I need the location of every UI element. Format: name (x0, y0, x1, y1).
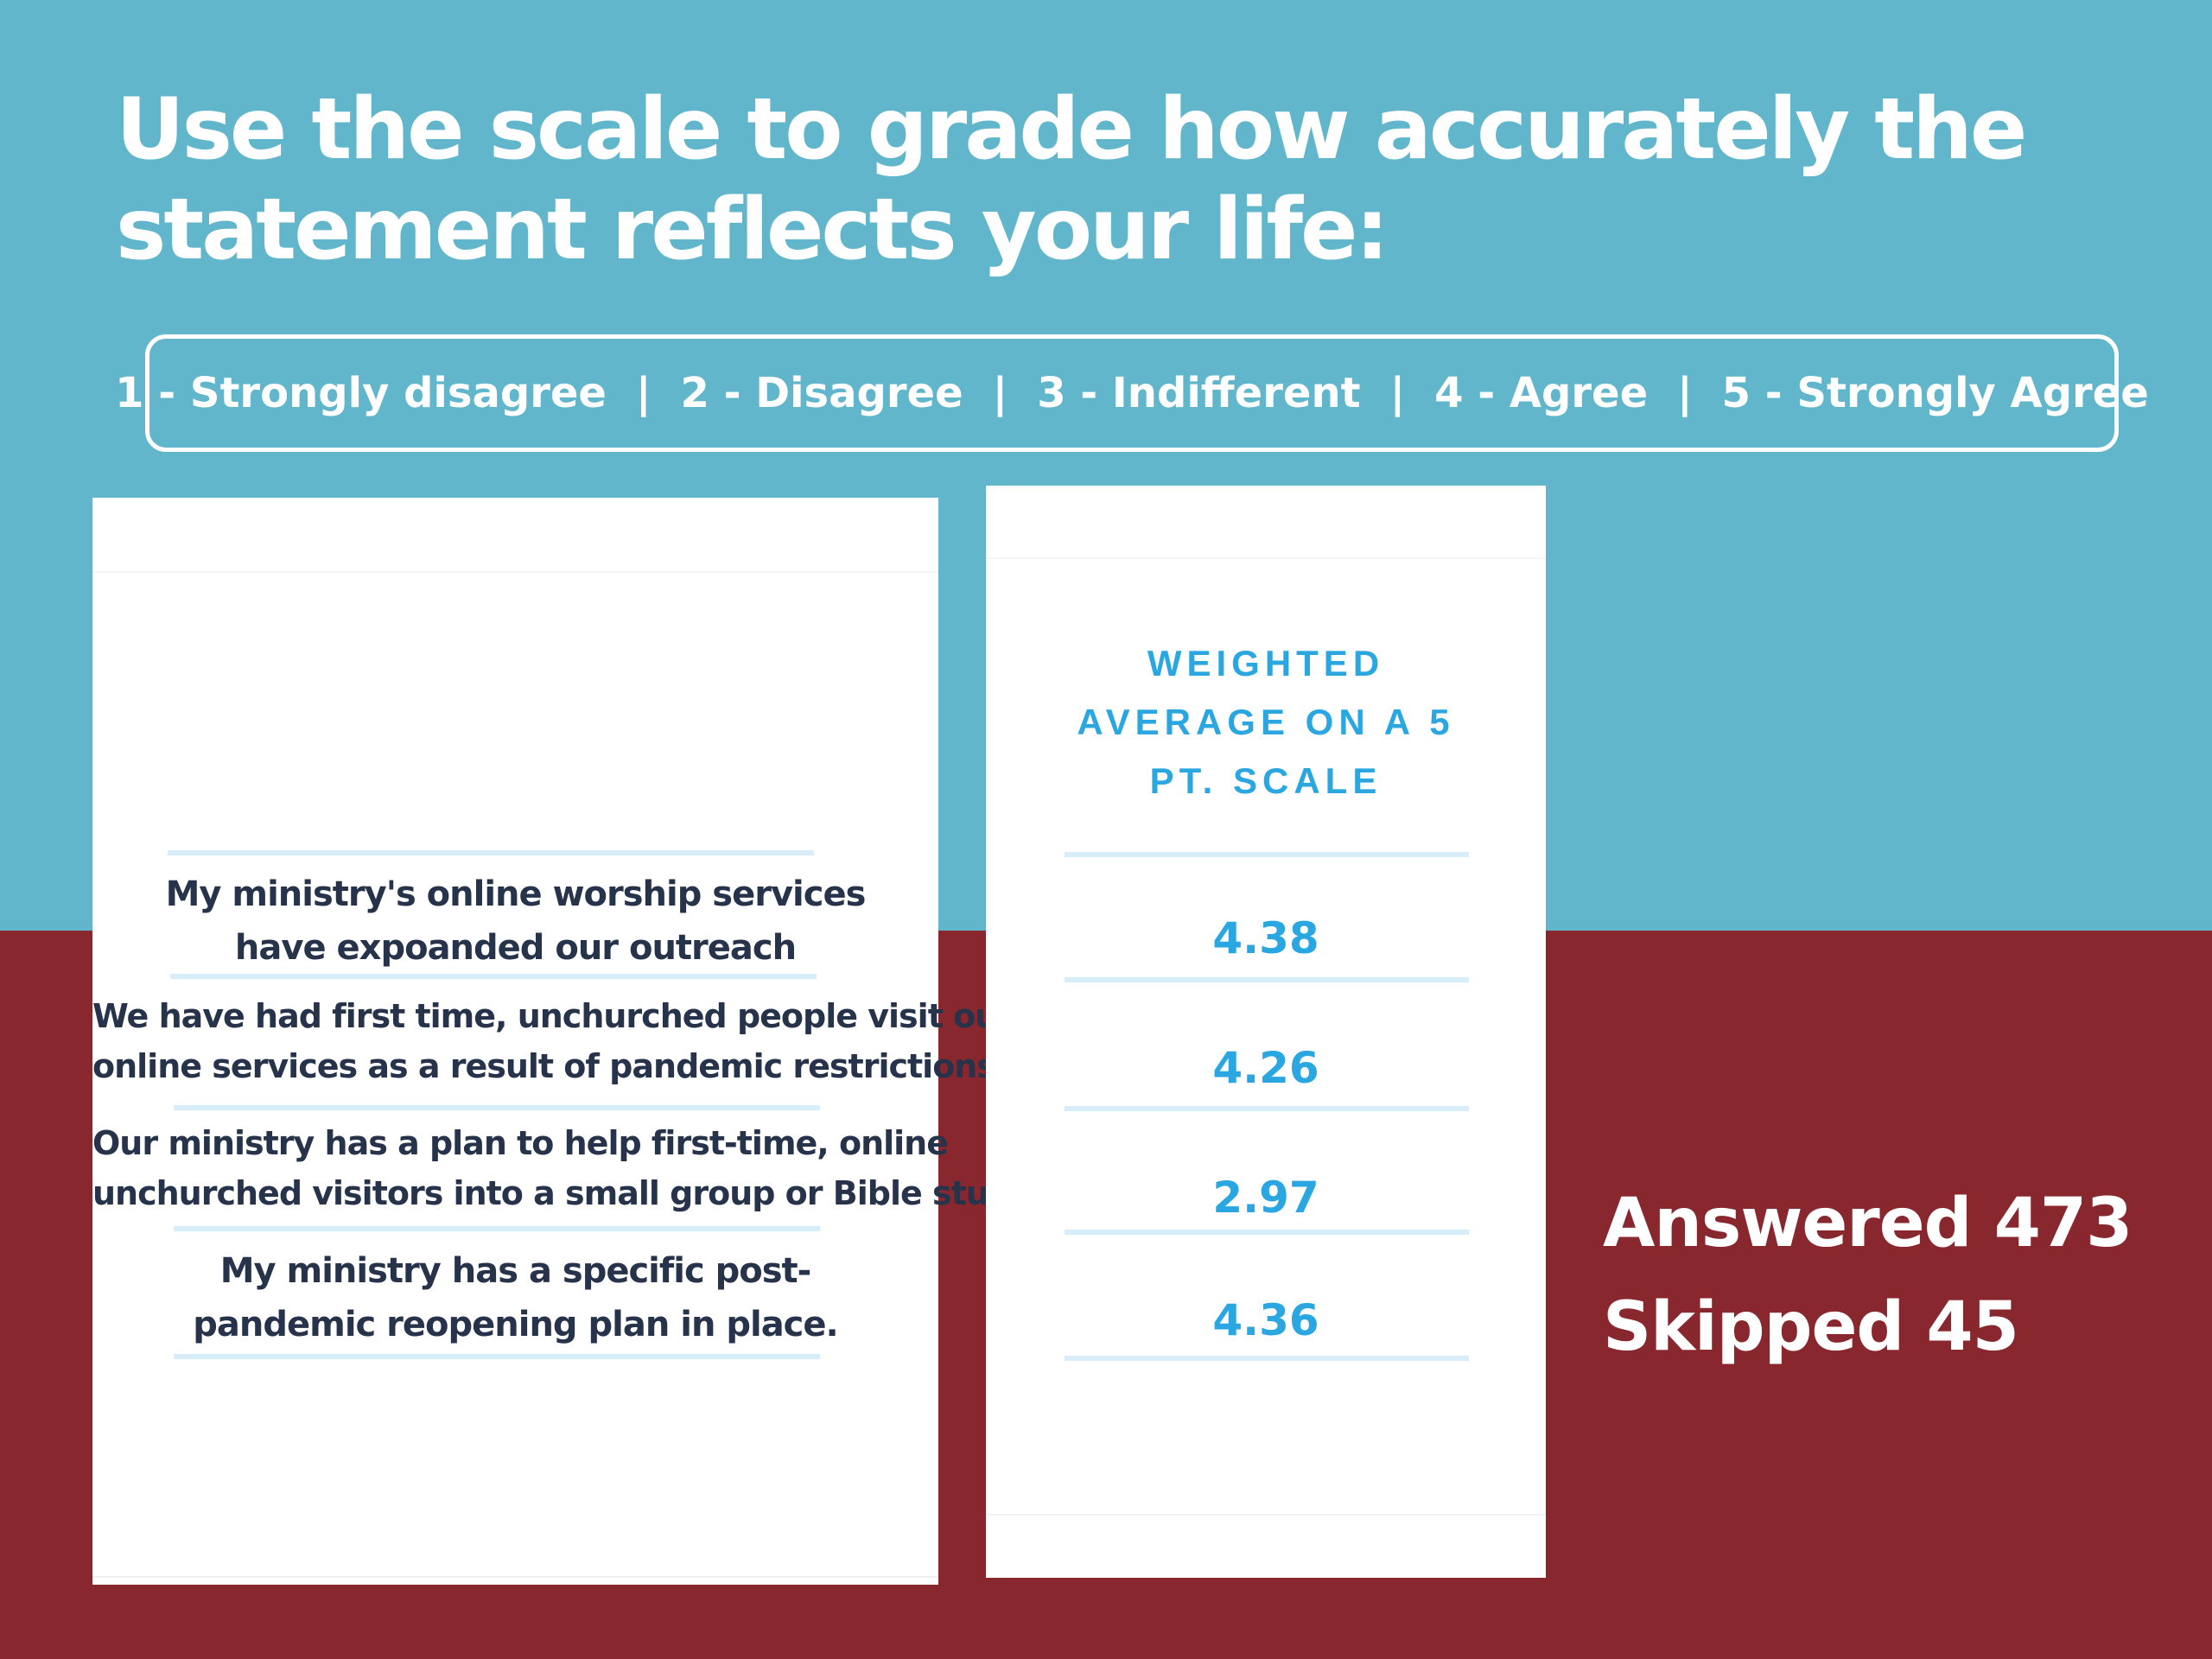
statement-text: My ministry has a specific post- (219, 1251, 812, 1291)
weighted-average-header: WEIGHTED AVERAGE ON A 5 PT. SCALE (986, 634, 1546, 810)
statement-text: pandemic reopening plan in place. (193, 1305, 838, 1344)
statement-divider (174, 1354, 820, 1359)
page-title-line-1: Use the scale to grade how accurately th… (116, 80, 2027, 179)
statement-row-2: We have had first time, unchurched peopl… (92, 991, 1014, 1091)
value-divider (1065, 852, 1469, 857)
statement-divider (168, 850, 814, 855)
statement-row-4: My ministry has a specific post- pandemi… (92, 1244, 938, 1351)
value-divider (1065, 1230, 1469, 1235)
weighted-average-value-2: 4.26 (1212, 1043, 1319, 1093)
scale-separator: | (1677, 369, 1693, 417)
weighted-average-card: WEIGHTED AVERAGE ON A 5 PT. SCALE 4.38 4… (986, 486, 1546, 1578)
statement-text: online services as a result of pandemic … (92, 1047, 1007, 1085)
weighted-average-value-1: 4.38 (1212, 913, 1319, 963)
scale-separator: | (1389, 369, 1406, 417)
scale-item-2: 2 - Disagree (680, 369, 963, 417)
scale-separator: | (635, 369, 652, 417)
weighted-average-value-3: 2.97 (1212, 1173, 1319, 1223)
scale-legend: 1 - Strongly disagree | 2 - Disagree | 3… (115, 334, 2149, 452)
scale-item-1: 1 - Strongly disagree (115, 369, 607, 417)
statement-text: unchurched visitors into a small group o… (92, 1174, 1033, 1212)
statement-row-1: My ministry's online worship services ha… (92, 868, 938, 975)
response-summary: Answered 473 Skipped 45 (1603, 1172, 2133, 1379)
statement-divider (174, 1105, 820, 1110)
page-title-line-2: statement reflects your life: (116, 181, 1389, 279)
statement-text: My ministry's online worship services (165, 874, 867, 914)
page-title: Use the scale to grade how accurately th… (116, 79, 2103, 280)
value-divider (1065, 1106, 1469, 1111)
statement-row-3: Our ministry has a plan to help first-ti… (92, 1118, 1033, 1218)
skipped-count: Skipped 45 (1603, 1288, 2019, 1366)
statement-text: We have had first time, unchurched peopl… (92, 997, 1014, 1035)
statement-divider (174, 1226, 820, 1231)
statements-card: My ministry's online worship services ha… (92, 498, 1033, 1585)
scale-item-5: 5 - Strongly Agree (1721, 369, 2149, 417)
header-line: AVERAGE ON A 5 (1077, 702, 1455, 742)
header-line: WEIGHTED (1147, 643, 1385, 683)
statement-text: have expoanded our outreach (234, 928, 797, 968)
scale-item-4: 4 - Agree (1434, 369, 1649, 417)
statement-divider (170, 974, 817, 979)
scale-item-3: 3 - Indifferent (1037, 369, 1361, 417)
statement-text: Our ministry has a plan to help first-ti… (92, 1124, 949, 1162)
answered-count: Answered 473 (1603, 1185, 2133, 1262)
weighted-average-value-4: 4.36 (1212, 1295, 1319, 1345)
value-divider (1065, 1356, 1469, 1361)
scale-separator: | (992, 369, 1008, 417)
header-line: PT. SCALE (1149, 760, 1382, 801)
value-divider (1065, 977, 1469, 982)
